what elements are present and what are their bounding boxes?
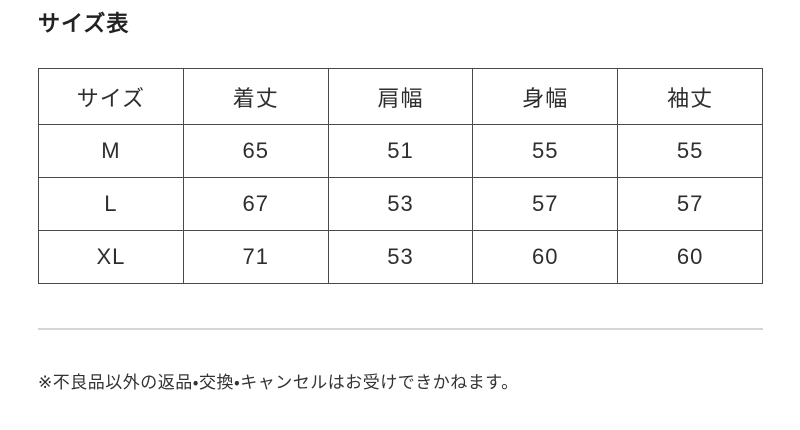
size-table-row-l: L 67 53 57 57 bbox=[38, 177, 763, 231]
cell-body-length: 65 bbox=[182, 124, 329, 178]
cell-body-length: 67 bbox=[182, 177, 329, 231]
header-cell-shoulder-width: 肩幅 bbox=[327, 68, 474, 125]
header-cell-body-length: 着丈 bbox=[182, 68, 329, 125]
cell-body-width: 57 bbox=[472, 177, 619, 231]
cell-sleeve-length: 57 bbox=[617, 177, 763, 231]
size-table-header-row: サイズ 着丈 肩幅 身幅 袖丈 bbox=[38, 68, 763, 125]
size-table-row-m: M 65 51 55 55 bbox=[38, 124, 763, 178]
return-policy-note: ※不良品以外の返品・交換・キャンセルはお受けできかねます。 bbox=[38, 373, 519, 392]
cell-shoulder-width: 51 bbox=[327, 124, 474, 178]
cell-size: XL bbox=[38, 230, 184, 284]
size-table-row-xl: XL 71 53 60 60 bbox=[38, 230, 763, 284]
page-title: サイズ表 bbox=[38, 11, 130, 36]
header-cell-sleeve-length: 袖丈 bbox=[617, 68, 763, 125]
cell-sleeve-length: 55 bbox=[617, 124, 763, 178]
cell-sleeve-length: 60 bbox=[617, 230, 763, 284]
cell-shoulder-width: 53 bbox=[327, 177, 474, 231]
cell-size: M bbox=[38, 124, 184, 178]
cell-shoulder-width: 53 bbox=[327, 230, 474, 284]
header-cell-body-width: 身幅 bbox=[472, 68, 619, 125]
cell-body-width: 55 bbox=[472, 124, 619, 178]
size-table: サイズ 着丈 肩幅 身幅 袖丈 M 65 51 55 55 L 67 53 57… bbox=[38, 68, 763, 284]
header-cell-size: サイズ bbox=[38, 68, 184, 125]
cell-body-length: 71 bbox=[182, 230, 329, 284]
cell-size: L bbox=[38, 177, 184, 231]
section-divider bbox=[38, 328, 763, 330]
cell-body-width: 60 bbox=[472, 230, 619, 284]
